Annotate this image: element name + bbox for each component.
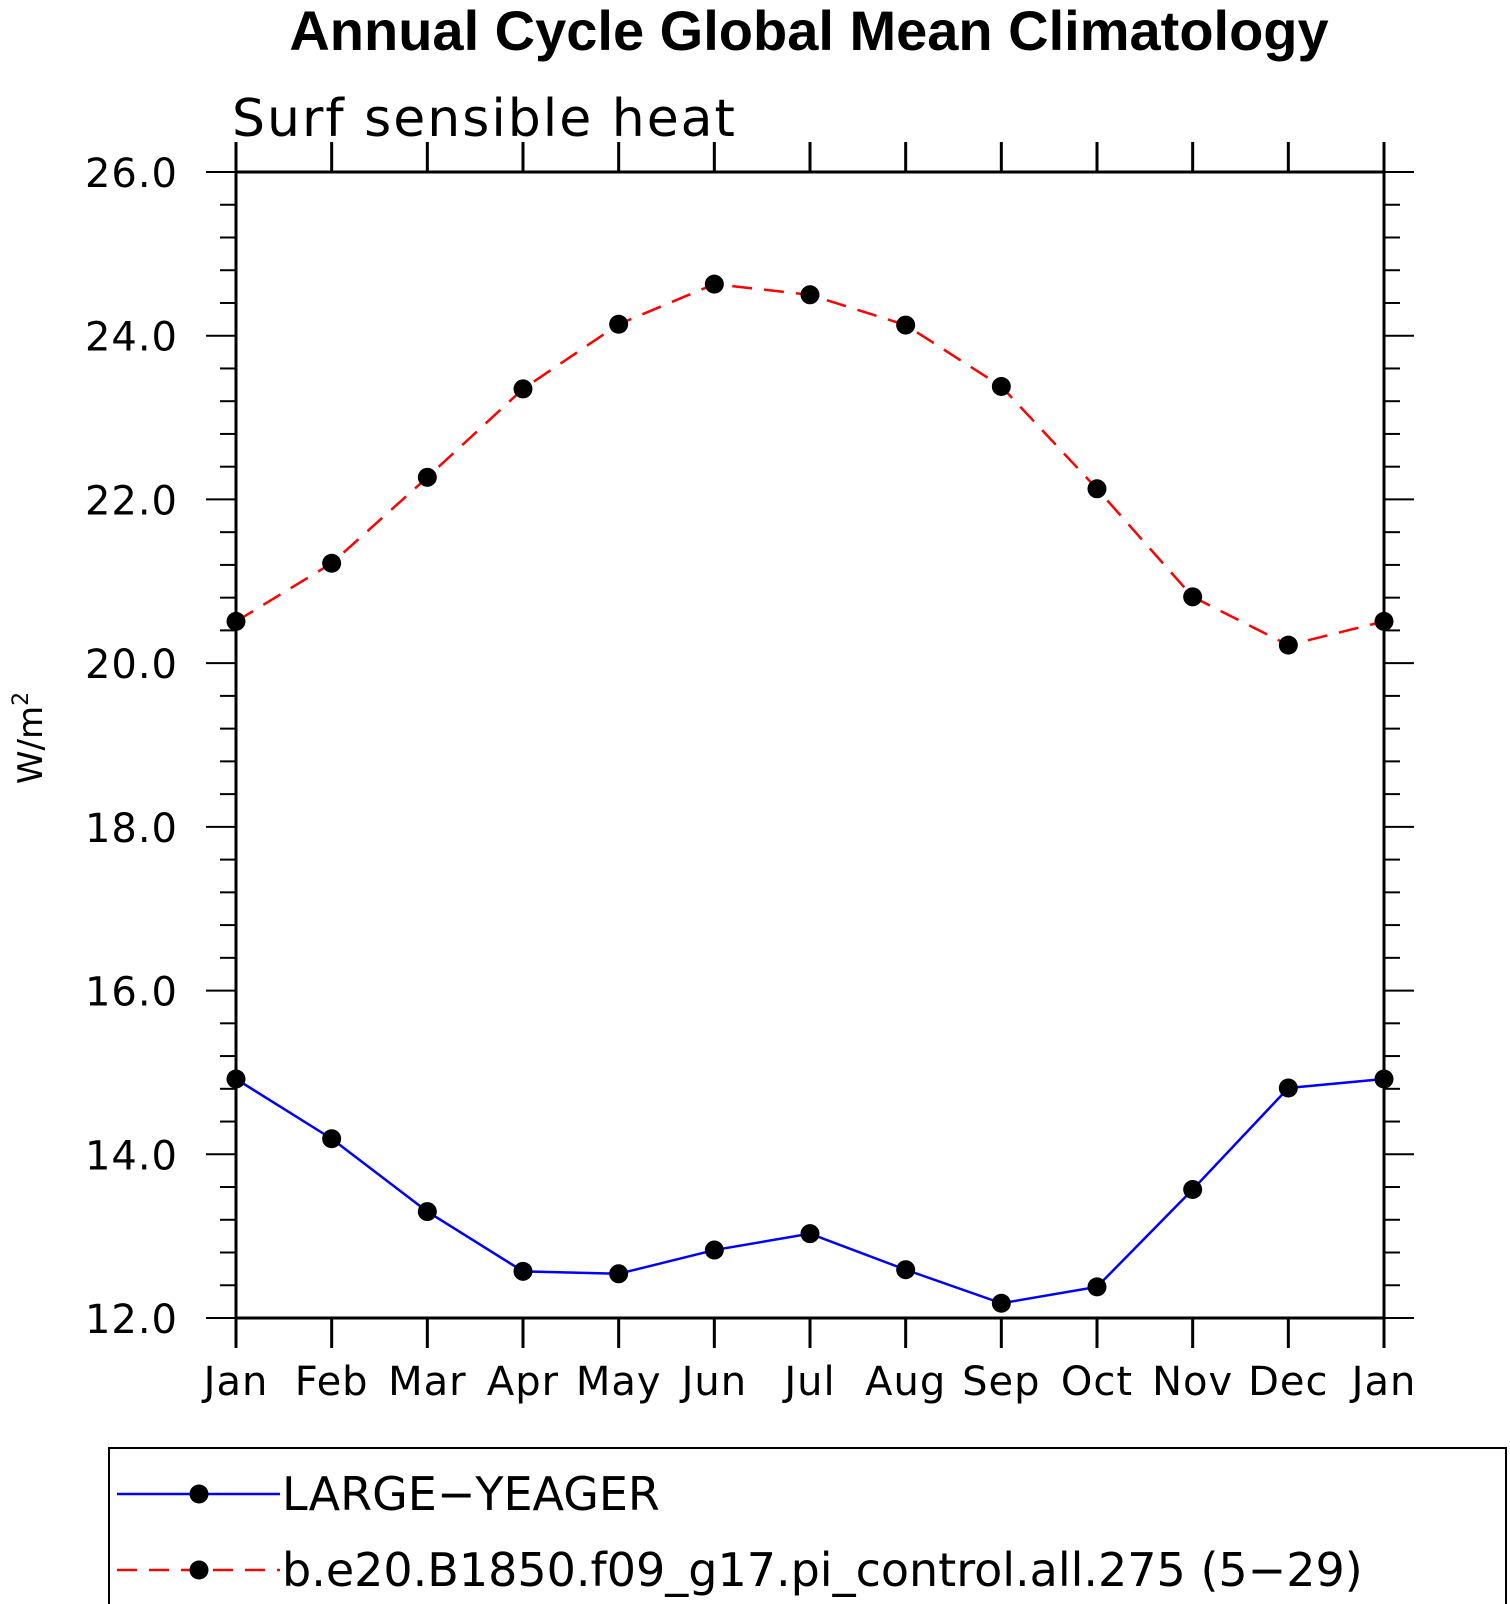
- x-ticks: [234, 142, 1386, 1348]
- x-tick-label: Dec: [1248, 1359, 1328, 1405]
- y-tick-label: 12.0: [85, 1297, 178, 1343]
- series-1-point: [609, 314, 629, 334]
- legend-entries: LARGE−YEAGER b.e20.B1850.f09_g17.pi_contr…: [117, 1467, 1363, 1597]
- y-axis-label-superscript: 2: [9, 692, 34, 706]
- chart-subtitle: Surf sensible heat: [232, 89, 737, 149]
- y-ticks: [206, 171, 1414, 1319]
- x-tick-labels: Jan Feb Mar Apr May Jun Jul Aug Sep Oct Nov Dec Jan: [201, 1359, 1417, 1405]
- series-0-point: [513, 1261, 533, 1281]
- series-1-point: [417, 467, 437, 487]
- series-1-point: [800, 285, 820, 305]
- series-0-point: [322, 1129, 342, 1149]
- series-0-point: [1087, 1277, 1107, 1297]
- series-0-point: [991, 1293, 1011, 1313]
- x-tick-label: Mar: [388, 1359, 466, 1405]
- y-tick-label: 14.0: [85, 1133, 178, 1179]
- series-1-point: [1278, 635, 1298, 655]
- x-tick-label: Nov: [1152, 1359, 1233, 1405]
- series-1-point: [513, 379, 533, 399]
- y-axis-label-text: W/m: [11, 706, 51, 784]
- legend-label-0: LARGE−YEAGER: [282, 1467, 660, 1521]
- y-tick-labels: 12.0 14.0 16.0 18.0 20.0 22.0 24.0 26.0: [85, 151, 178, 1343]
- series-1-point: [1374, 611, 1394, 631]
- series-1-point: [1087, 479, 1107, 499]
- y-tick-label: 24.0: [85, 315, 178, 361]
- series-line-1: [235, 282, 1385, 647]
- y-axis-label: W/m2: [9, 692, 51, 784]
- series-0-point: [704, 1240, 724, 1260]
- x-tick-label: Aug: [865, 1359, 946, 1405]
- series-0-point: [226, 1069, 246, 1089]
- y-tick-label: 20.0: [85, 642, 178, 688]
- series-1-point: [226, 611, 246, 631]
- x-tick-label: Jan: [201, 1359, 269, 1405]
- legend-box: [108, 1447, 1507, 1604]
- y-tick-label: 22.0: [85, 478, 178, 524]
- x-tick-label: Jun: [679, 1359, 748, 1405]
- x-tick-label: Sep: [962, 1359, 1040, 1405]
- series-0-point: [1374, 1069, 1394, 1089]
- y-tick-label: 26.0: [85, 151, 178, 197]
- legend: LARGE−YEAGER b.e20.B1850.f09_g17.pi_contr…: [108, 1447, 1507, 1604]
- y-tick-label: 18.0: [85, 806, 178, 852]
- series-0-point: [896, 1260, 916, 1280]
- x-tick-label: Jul: [781, 1359, 835, 1405]
- legend-marker-1: [189, 1560, 209, 1580]
- series-0-point: [417, 1202, 437, 1222]
- y-tick-label: 16.0: [85, 970, 178, 1016]
- series-0-point: [1278, 1078, 1298, 1098]
- x-tick-label: Apr: [487, 1359, 559, 1405]
- x-tick-label: May: [576, 1359, 662, 1405]
- x-tick-label: Feb: [295, 1359, 369, 1405]
- series-1-point: [896, 315, 916, 335]
- series-1-point: [991, 376, 1011, 396]
- chart-title: Annual Cycle Global Mean Climatology: [289, 0, 1328, 62]
- x-tick-label: Oct: [1061, 1359, 1133, 1405]
- series-0-point: [609, 1264, 629, 1284]
- series-1-point: [704, 274, 724, 294]
- series-layer: [226, 274, 1394, 1313]
- x-tick-label: Jan: [1349, 1359, 1417, 1405]
- series-1-point: [1183, 587, 1203, 607]
- svg-text:W/m2: W/m2: [9, 692, 51, 784]
- series-1-point: [322, 553, 342, 573]
- series-0-point: [1183, 1179, 1203, 1199]
- legend-marker-0: [189, 1484, 209, 1504]
- series-line-0: [235, 1077, 1385, 1305]
- plot-frame: [234, 170, 1386, 1320]
- legend-label-1: b.e20.B1850.f09_g17.pi_control.all.275 (…: [282, 1543, 1363, 1597]
- series-0-point: [800, 1224, 820, 1244]
